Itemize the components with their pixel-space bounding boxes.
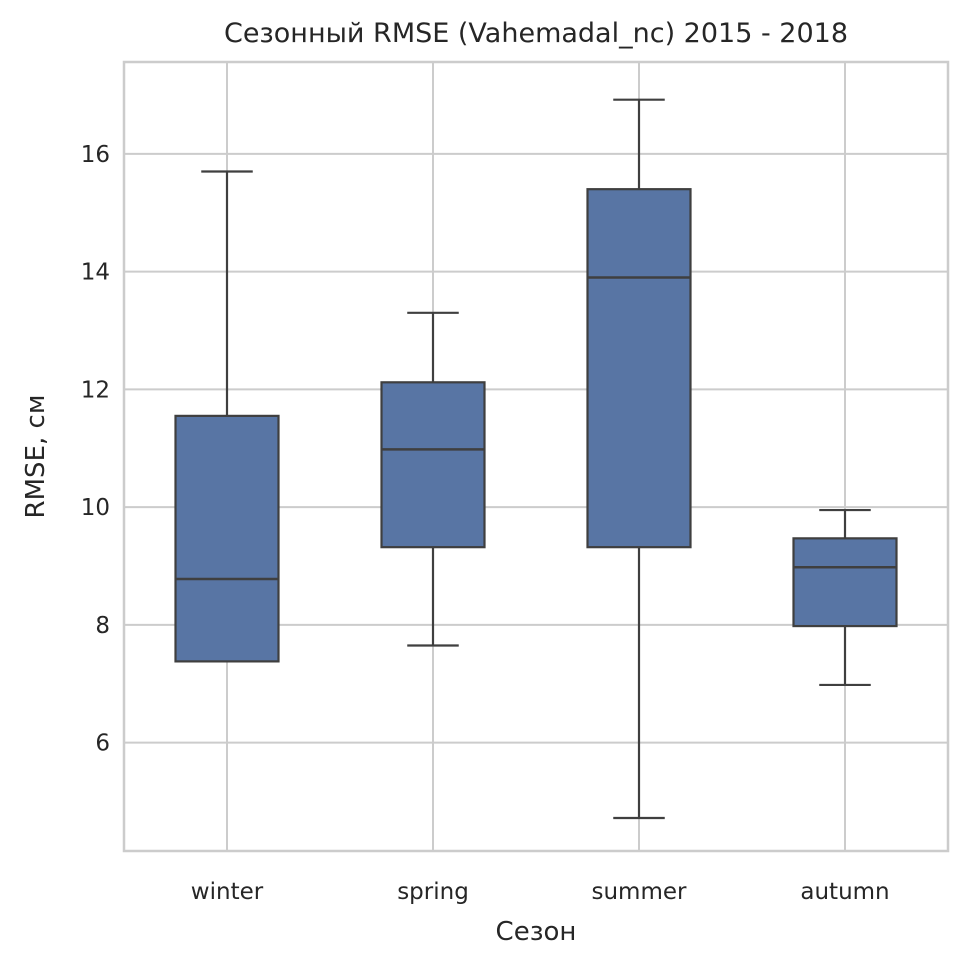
box-summer (586, 98, 692, 820)
y-axis-title: RMSE, см (21, 395, 51, 519)
plot-area-frame (122, 60, 950, 853)
y-tick-label: 8 (95, 613, 110, 639)
x-tick-label: spring (397, 879, 469, 905)
x-tick-label: winter (191, 879, 264, 905)
y-tick-label: 14 (81, 260, 110, 286)
box-autumn (792, 508, 898, 687)
iqr-box (174, 414, 280, 663)
x-axis-title: Сезон (496, 917, 577, 947)
iqr-box (380, 381, 486, 549)
iqr-box (586, 188, 692, 549)
y-tick-label: 10 (81, 495, 110, 521)
chart-title: Сезонный RMSE (Vahemadal_nc) 2015 - 2018 (224, 18, 848, 49)
x-tick-label: summer (592, 879, 688, 905)
x-tick-labels: winter spring summer autumn (191, 879, 890, 905)
y-tick-labels: 6 8 10 12 14 16 (81, 142, 110, 757)
y-tick-label: 6 (95, 731, 110, 757)
box-spring (380, 311, 486, 647)
box-series (174, 98, 898, 820)
x-tick-label: autumn (800, 879, 889, 905)
y-tick-label: 12 (81, 377, 110, 403)
iqr-box (792, 537, 898, 628)
y-tick-label: 16 (81, 142, 110, 168)
box-winter (174, 170, 280, 663)
